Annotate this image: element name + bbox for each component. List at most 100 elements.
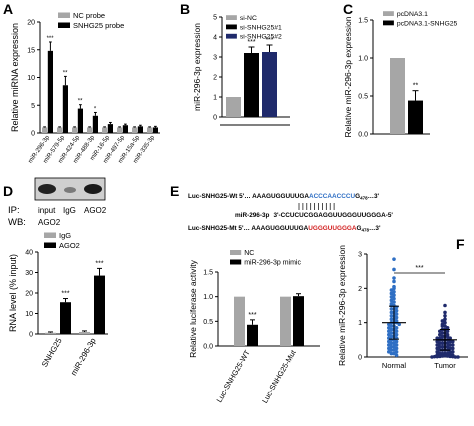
data-point-f bbox=[389, 288, 394, 292]
blot-lane-input: input bbox=[38, 206, 56, 215]
data-point-f bbox=[394, 326, 399, 330]
y-tick-label-b: 4 bbox=[213, 35, 217, 42]
data-point-f bbox=[392, 293, 396, 298]
data-point-f bbox=[387, 329, 391, 334]
data-point-f bbox=[443, 317, 447, 322]
blot-lane-ago2: AGO2 bbox=[84, 206, 107, 215]
data-point-f bbox=[389, 324, 394, 328]
panel-label-f: F bbox=[456, 236, 465, 252]
data-point-f bbox=[440, 319, 445, 323]
data-point-f bbox=[394, 308, 399, 313]
legend-swatch-b bbox=[226, 33, 237, 39]
mut-binding-site: UGGGUUGGGA bbox=[308, 225, 357, 232]
mut-position: 478 bbox=[362, 228, 370, 233]
y-tick-label-d: 0 bbox=[29, 332, 33, 339]
data-point-f bbox=[438, 332, 442, 337]
mirna-label: miR-296-3p bbox=[235, 212, 270, 219]
mut-end: G bbox=[357, 225, 362, 232]
data-point-f bbox=[387, 322, 391, 327]
wt-sequence: Luc-SNHG25-Wt 5'… AAAGUGGUUUGAACCCAACCCU… bbox=[188, 193, 380, 201]
data-point-f bbox=[438, 329, 442, 334]
legend-swatch-c bbox=[383, 11, 394, 16]
significance-a: ** bbox=[78, 99, 83, 105]
y-tick-label-a: 5 bbox=[31, 103, 35, 110]
data-point-f bbox=[435, 354, 440, 359]
panel-label-a: A bbox=[3, 1, 13, 17]
panel-label-d: D bbox=[3, 183, 13, 199]
data-point-f bbox=[392, 286, 396, 291]
data-point-f bbox=[430, 355, 434, 359]
data-point-f bbox=[389, 334, 394, 339]
y-axis-label-a: Relative miRNA expression bbox=[10, 23, 20, 132]
data-point-f bbox=[435, 346, 440, 351]
panel-label-b: B bbox=[180, 1, 190, 17]
x-tick-label-e: Luc-SNHG25-WT bbox=[215, 348, 252, 404]
blot-band-igg bbox=[64, 187, 76, 193]
y-tick-label-d: 10 bbox=[25, 311, 33, 318]
bar-a bbox=[62, 85, 68, 133]
data-point-f bbox=[392, 296, 396, 301]
data-point-f bbox=[389, 291, 394, 296]
significance-c: ** bbox=[413, 83, 419, 90]
y-tick-label-a: 20 bbox=[27, 20, 35, 27]
mut-tail: …3' bbox=[369, 225, 381, 232]
y-tick-label-d: 40 bbox=[25, 250, 33, 257]
chart-layer: 0 5 10 15 20 Relative miRNA expression *** miR-… bbox=[8, 11, 468, 405]
bar-d bbox=[60, 302, 71, 334]
y-axis-label-b: miR-296-3p expression bbox=[192, 23, 202, 111]
data-point-f bbox=[394, 350, 399, 354]
y-tick-label-f: 2 bbox=[358, 286, 362, 293]
significance-f: *** bbox=[415, 265, 423, 272]
wt-body: AAAGUGGUUUGA bbox=[252, 193, 309, 200]
legend-label-e: miR-296-3p mimic bbox=[244, 260, 301, 267]
legend-swatch-a bbox=[58, 12, 70, 18]
bar-a bbox=[147, 127, 153, 133]
data-point-f bbox=[443, 324, 447, 328]
bar-d bbox=[45, 332, 56, 334]
bar-c bbox=[408, 100, 423, 134]
x-tick-label-d: SNHG25 bbox=[40, 336, 64, 369]
blot-ip-label: IP: bbox=[8, 205, 20, 216]
data-point-f bbox=[389, 351, 394, 356]
legend-label-b: si-SNHG25#2 bbox=[240, 34, 282, 41]
y-tick-label-e: 1.5 bbox=[203, 270, 213, 277]
legend-label-d: AGO2 bbox=[59, 241, 80, 250]
data-point-f bbox=[392, 279, 396, 284]
data-point-f bbox=[453, 355, 458, 359]
x-tick-label-e: Luc-SNHG25-Mut bbox=[260, 348, 298, 405]
data-point-f bbox=[445, 344, 450, 349]
y-tick-label-b: 2 bbox=[213, 75, 217, 82]
data-point-f bbox=[394, 353, 399, 358]
legend-swatch-a bbox=[58, 22, 70, 28]
significance-d: *** bbox=[95, 260, 103, 267]
blot-wb-target: AGO2 bbox=[38, 218, 61, 227]
bar-e bbox=[293, 296, 304, 346]
data-point-f bbox=[389, 327, 394, 332]
bar-a bbox=[77, 108, 83, 133]
data-point-f bbox=[445, 326, 450, 330]
bar-a bbox=[102, 127, 108, 133]
mirna-sequence: miR-296-3p 3'-CCUCUCGGAGGUUGGGUUGGGA-5' bbox=[235, 212, 393, 219]
data-point-f bbox=[387, 326, 391, 330]
y-tick-label-c: 1.5 bbox=[358, 18, 368, 25]
data-point-f bbox=[440, 344, 445, 349]
data-point-f bbox=[392, 300, 396, 304]
y-tick-label-e: 0.5 bbox=[203, 319, 213, 326]
legend-label-a: NC probe bbox=[73, 11, 105, 20]
legend-label-b: si-SNHG25#1 bbox=[240, 24, 282, 31]
data-point-f bbox=[440, 331, 445, 335]
data-point-f bbox=[387, 332, 391, 337]
data-point-f bbox=[392, 257, 396, 261]
y-tick-label-f: 1 bbox=[358, 320, 362, 327]
y-tick-label-a: 15 bbox=[27, 47, 35, 54]
data-point-f bbox=[392, 351, 396, 356]
y-tick-label-a: 10 bbox=[27, 75, 35, 82]
data-point-f bbox=[448, 346, 453, 351]
data-point-f bbox=[389, 298, 394, 303]
y-tick-label-c: 1.0 bbox=[358, 56, 368, 63]
data-point-f bbox=[389, 295, 394, 299]
x-tick-label-f: Normal bbox=[382, 361, 407, 370]
legend-label-c: pcDNA3.1 bbox=[397, 11, 428, 18]
data-point-f bbox=[389, 317, 394, 322]
bar-d bbox=[94, 275, 105, 334]
